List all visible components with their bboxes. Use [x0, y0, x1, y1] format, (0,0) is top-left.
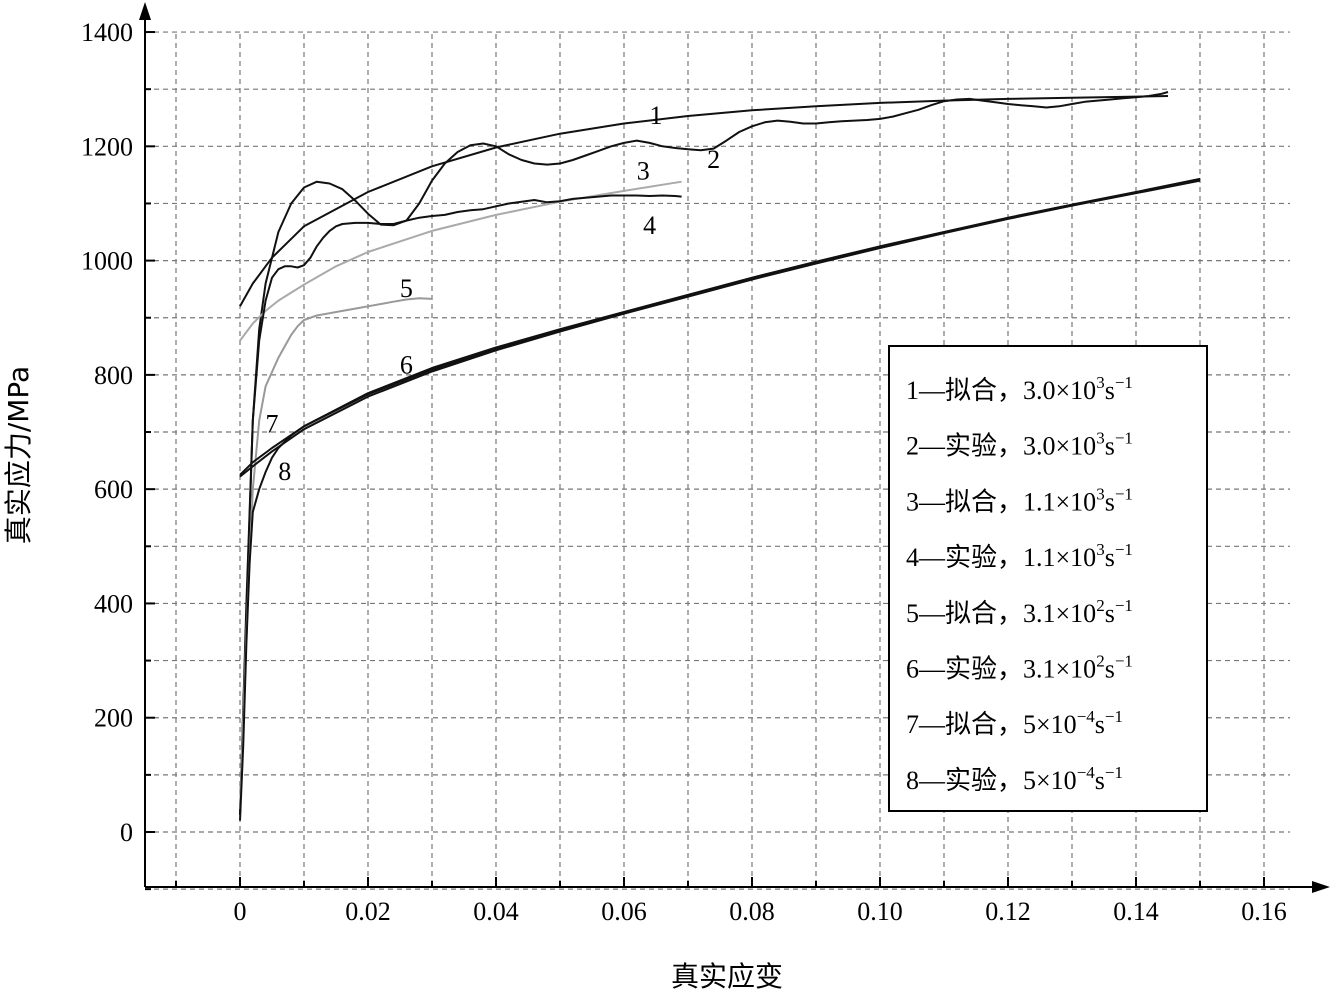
- y-tick-label: 600: [94, 475, 133, 504]
- x-tick-label: 0.12: [985, 897, 1031, 926]
- curve-label-8: 8: [278, 457, 291, 486]
- x-tick-label: 0.10: [857, 897, 903, 926]
- series-line-4: [239, 194, 682, 815]
- tick-labels: 0 200 400 600 800 1000 1200 1400 0 0.02 0.04 0.06 0.…: [81, 18, 1287, 926]
- x-tick-label: 0.08: [729, 897, 775, 926]
- curve-label-7: 7: [266, 409, 279, 438]
- legend-item-4: 4—实验，1.1×103s−1: [906, 540, 1133, 572]
- ticks: [145, 31, 1265, 891]
- series-group: [239, 91, 1201, 821]
- legend-item-1: 1—拟合，3.0×103s−1: [906, 373, 1133, 405]
- legend-box: [888, 345, 1208, 812]
- curve-label-2: 2: [707, 145, 720, 174]
- x-tick-label: 0.14: [1113, 897, 1159, 926]
- series-line-8: [239, 178, 1201, 821]
- y-tick-label: 1000: [81, 247, 133, 276]
- curve-label-1: 1: [650, 101, 663, 130]
- curve-label-3: 3: [637, 156, 650, 185]
- legend-item-3: 3—拟合，1.1×103s−1: [906, 484, 1133, 516]
- y-tick-label: 400: [94, 589, 133, 618]
- legend: 1—拟合，3.0×103s−1 2—实验，3.0×103s−1 3—拟合，1.1×1…: [888, 345, 1208, 812]
- legend-item-5: 5—拟合，3.1×102s−1: [906, 596, 1133, 628]
- y-tick-label: 1400: [81, 18, 133, 47]
- curve-labels: 1 2 3 4 5 6 7 8: [266, 101, 721, 486]
- curve-label-5: 5: [400, 274, 413, 303]
- x-tick-label: 0.04: [473, 897, 519, 926]
- legend-item-8: 8—实验，5×10−4s−1: [906, 763, 1123, 795]
- series-line-1: [239, 95, 1169, 307]
- legend-item-6: 6—实验，3.1×102s−1: [906, 652, 1133, 684]
- y-tick-label: 1200: [81, 132, 133, 161]
- y-tick-label: 200: [94, 704, 133, 733]
- curve-label-4: 4: [643, 211, 656, 240]
- series-line-2: [239, 91, 1169, 815]
- legend-item-2: 2—实验，3.0×103s−1: [906, 429, 1133, 461]
- curve-label-6: 6: [400, 351, 413, 380]
- x-tick-label: 0.16: [1241, 897, 1287, 926]
- y-axis-title: 真实应力/MPa: [2, 366, 35, 544]
- y-tick-label: 800: [94, 361, 133, 390]
- y-axis-arrow: [139, 2, 151, 20]
- x-tick-label: 0: [234, 897, 247, 926]
- legend-items: 1—拟合，3.0×103s−1 2—实验，3.0×103s−1 3—拟合，1.1×1…: [906, 373, 1133, 795]
- axes: [139, 2, 1330, 893]
- legend-item-7: 7—拟合，5×10−4s−1: [906, 707, 1123, 739]
- series-line-5: [239, 297, 433, 810]
- x-tick-label: 0.02: [345, 897, 391, 926]
- y-tick-label: 0: [120, 818, 133, 847]
- x-axis-arrow: [1312, 881, 1330, 893]
- x-tick-label: 0.06: [601, 897, 647, 926]
- x-axis-title: 真实应变: [671, 960, 783, 992]
